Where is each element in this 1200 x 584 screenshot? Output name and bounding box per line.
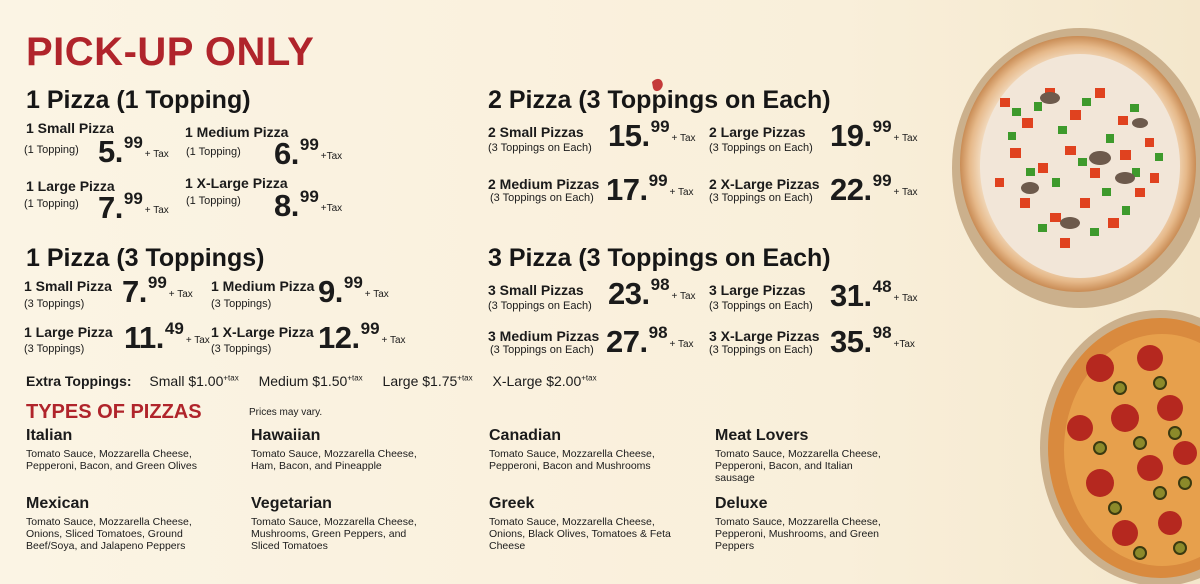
item-price: 35.98+Tax (830, 323, 915, 359)
pizza-type-description: Tomato Sauce, Mozzarella Cheese, Mushroo… (251, 516, 417, 552)
page-title: PICK-UP ONLY (26, 30, 315, 74)
extra-toppings-label: Extra Toppings: (26, 373, 132, 389)
item-price: 23.98+ Tax (608, 275, 696, 311)
item-price: 19.99+ Tax (830, 117, 918, 153)
item-name: 1 Medium Pizza (185, 124, 289, 140)
item-name: 1 X-Large Pizza (185, 175, 288, 191)
pizza-type-description: Tomato Sauce, Mozzarella Cheese, Ham, Ba… (251, 448, 417, 472)
item-subtitle: (3 Toppings on Each) (709, 300, 813, 312)
item-name: 3 Small Pizzas (488, 282, 584, 298)
item-subtitle: (3 Toppings) (24, 343, 85, 355)
item-subtitle: (1 Topping) (24, 144, 79, 156)
pizza-type-name: Greek (489, 495, 535, 512)
item-name: 1 Large Pizza (26, 178, 115, 194)
item-name: 1 Small Pizza (24, 278, 112, 294)
pizza-type-name: Meat Lovers (715, 427, 809, 444)
item-price: 15.99+ Tax (608, 117, 696, 153)
item-price: 12.99+ Tax (318, 319, 406, 355)
red-smudge-mark (652, 78, 663, 92)
extra-topping-medium: Medium $1.50+tax (258, 373, 363, 389)
prices-may-vary-note: Prices may vary. (249, 407, 323, 418)
item-subtitle: (3 Toppings) (24, 298, 85, 310)
pizza-type-description: Tomato Sauce, Mozzarella Cheese, Peppero… (715, 516, 881, 552)
item-price: 8.99+Tax (274, 187, 343, 223)
extra-topping-small: Small $1.00+tax (149, 373, 239, 389)
item-price: 7.99+ Tax (98, 189, 169, 225)
item-subtitle: (3 Toppings on Each) (490, 344, 594, 356)
item-subtitle: (3 Toppings on Each) (490, 192, 594, 204)
pizza-type-description: Tomato Sauce, Mozzarella Cheese, Peppero… (715, 448, 881, 484)
item-price: 5.99+ Tax (98, 133, 169, 169)
item-price: 7.99+ Tax (122, 273, 193, 309)
pizza-type-name: Italian (26, 427, 73, 444)
pizza-type-name: Canadian (489, 427, 562, 444)
item-price: 22.99+ Tax (830, 171, 918, 207)
item-subtitle: (3 Toppings on Each) (709, 344, 813, 356)
item-name: 1 Large Pizza (24, 324, 113, 340)
item-subtitle: (3 Toppings) (211, 343, 272, 355)
pizza-type-name: Mexican (26, 495, 90, 512)
section-heading-1-pizza-1-topping: 1 Pizza (1 Topping) (26, 86, 251, 114)
item-subtitle: (3 Toppings) (211, 298, 272, 310)
extra-topping-large: Large $1.75+tax (382, 373, 473, 389)
pizza-type-description: Tomato Sauce, Mozzarella Cheese, Peppero… (489, 448, 655, 472)
item-subtitle: (1 Topping) (24, 198, 79, 210)
item-subtitle: (1 Topping) (186, 146, 241, 158)
item-name: 2 X-Large Pizzas (709, 176, 820, 192)
pizza-type-description: Tomato Sauce, Mozzarella Cheese, Onions,… (26, 516, 192, 552)
item-name: 3 Large Pizzas (709, 282, 806, 298)
item-name: 1 Medium Pizza (211, 278, 315, 294)
pizza-type-name: Deluxe (715, 495, 768, 512)
item-price: 9.99+ Tax (318, 273, 389, 309)
item-name: 1 Small Pizza (26, 120, 114, 136)
pizza-type-name: Vegetarian (251, 495, 332, 512)
section-heading-2-pizza: 2 Pizza (3 Toppings on Each) (488, 86, 831, 114)
item-price: 31.48+ Tax (830, 277, 918, 313)
pizza-type-description: Tomato Sauce, Mozzarella Cheese, Onions,… (489, 516, 671, 552)
item-subtitle: (3 Toppings on Each) (709, 192, 813, 204)
pizza-type-description: Tomato Sauce, Mozzarella Cheese, Peppero… (26, 448, 198, 472)
types-heading: TYPES OF PIZZAS (26, 401, 202, 423)
extra-toppings-row: Extra Toppings: Small $1.00+tax Medium $… (26, 373, 613, 389)
item-name: 3 Medium Pizzas (488, 328, 600, 344)
item-price: 6.99+Tax (274, 135, 343, 171)
vegetable-pizza-image (952, 28, 1200, 308)
pepperoni-pizza-image (1040, 310, 1200, 584)
item-name: 2 Medium Pizzas (488, 176, 600, 192)
item-name: 3 X-Large Pizzas (709, 328, 820, 344)
extra-topping-xlarge: X-Large $2.00+tax (492, 373, 597, 389)
item-price: 11.49+ Tax (124, 319, 210, 355)
pizza-type-name: Hawaiian (251, 427, 321, 444)
section-heading-1-pizza-3-toppings: 1 Pizza (3 Toppings) (26, 244, 265, 272)
item-subtitle: (1 Topping) (186, 195, 241, 207)
item-name: 1 X-Large Pizza (211, 324, 314, 340)
item-subtitle: (3 Toppings on Each) (709, 142, 813, 154)
item-price: 27.98+ Tax (606, 323, 694, 359)
item-subtitle: (3 Toppings on Each) (488, 300, 592, 312)
item-subtitle: (3 Toppings on Each) (488, 142, 592, 154)
item-name: 2 Small Pizzas (488, 124, 584, 140)
item-price: 17.99+ Tax (606, 171, 694, 207)
item-name: 2 Large Pizzas (709, 124, 806, 140)
section-heading-3-pizza: 3 Pizza (3 Toppings on Each) (488, 244, 831, 272)
